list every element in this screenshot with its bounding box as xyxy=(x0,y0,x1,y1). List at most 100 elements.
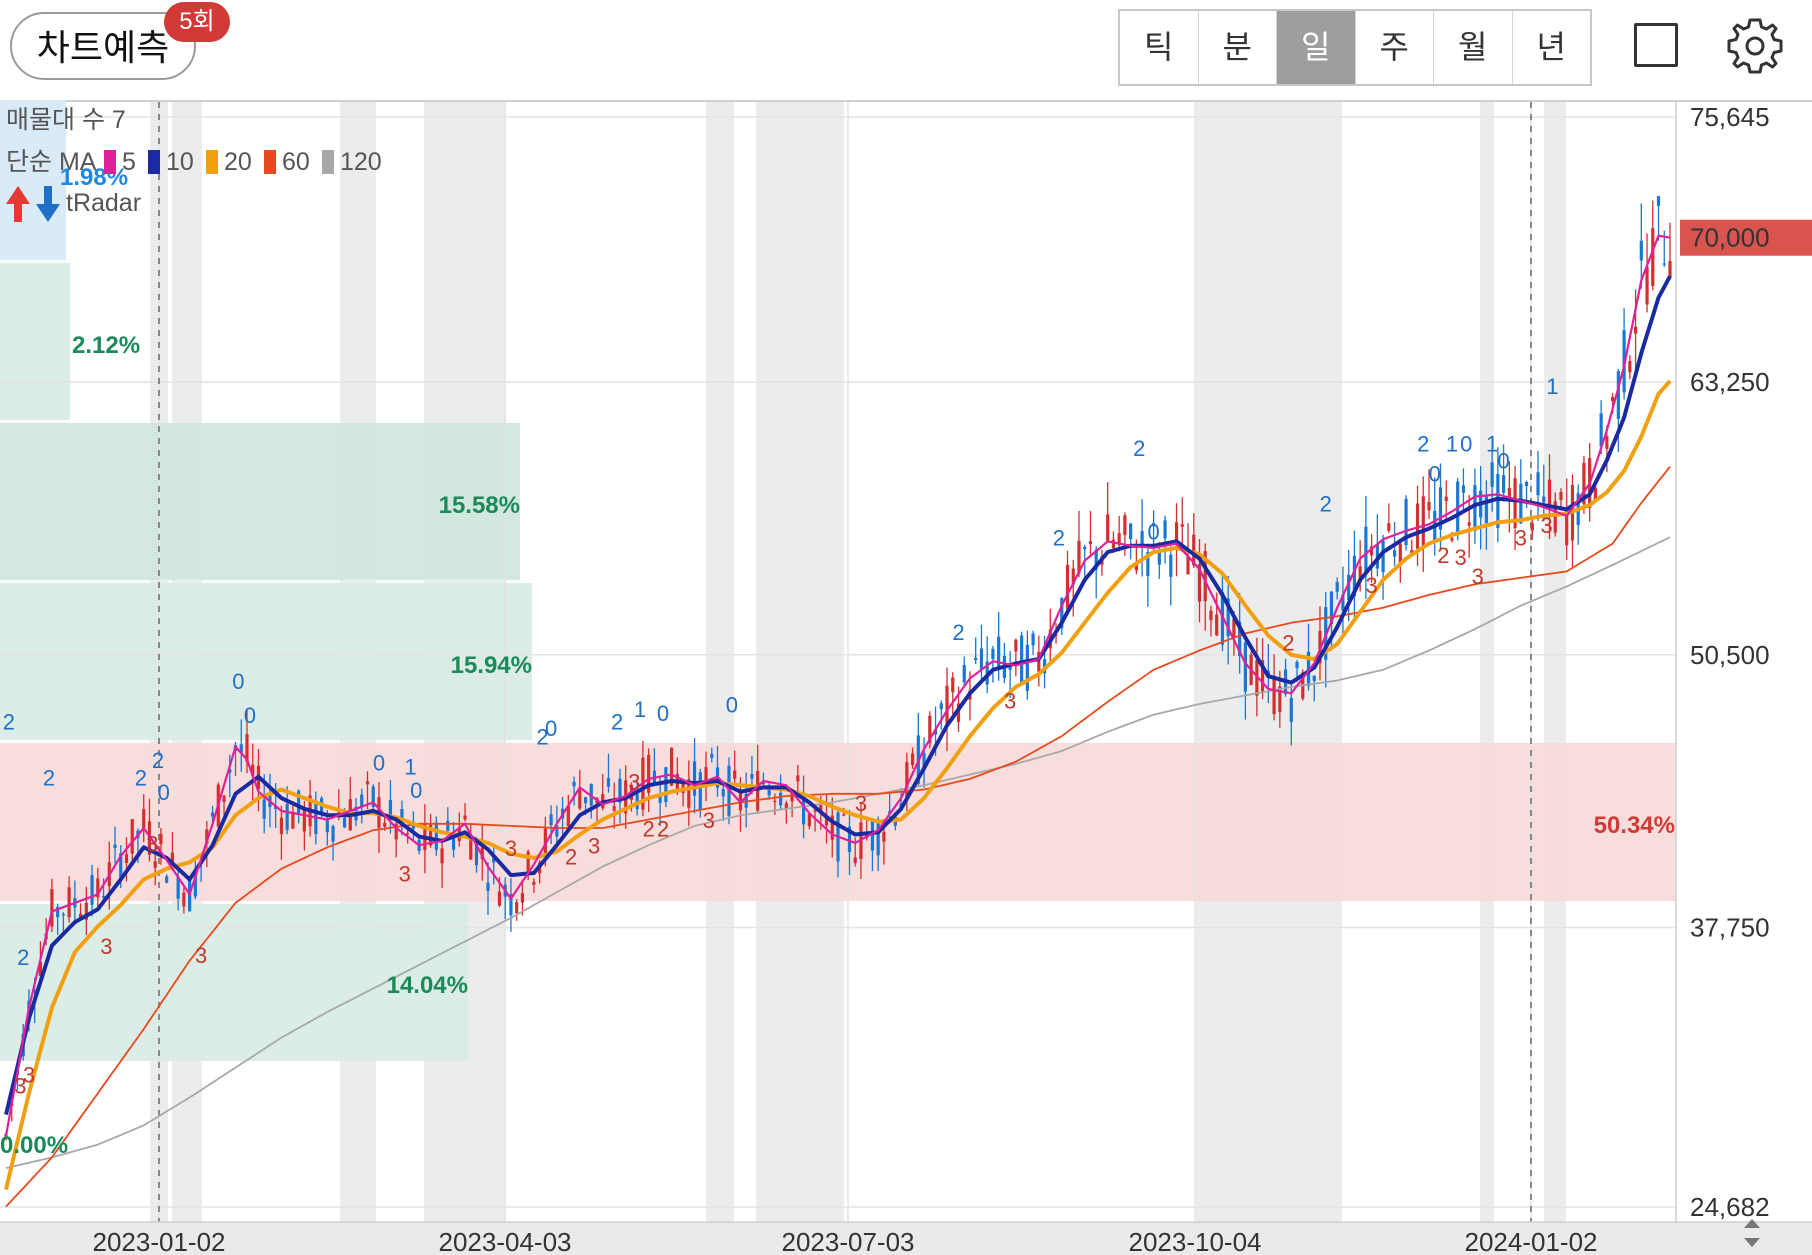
candle-body xyxy=(1599,413,1603,447)
predict-count-badge: 5회 xyxy=(164,2,230,42)
candle-body xyxy=(411,824,415,829)
wave-count-label: 2 xyxy=(1417,432,1429,457)
fullscreen-square-icon[interactable] xyxy=(1634,23,1678,67)
wave-count-label: 0 xyxy=(1429,462,1441,487)
candle-body xyxy=(1031,633,1035,646)
up-arrow-icon[interactable] xyxy=(6,186,30,222)
candle-body xyxy=(1192,534,1196,566)
candle-body xyxy=(1335,581,1339,592)
price-axis-label: 63,250 xyxy=(1690,367,1770,397)
candle-body xyxy=(1461,485,1466,493)
wave-count-label: 2 xyxy=(135,765,147,790)
candle-body xyxy=(429,824,433,846)
tab-minute[interactable]: 분 xyxy=(1199,11,1277,84)
wave-count-label: 2 xyxy=(17,945,29,970)
candle-body xyxy=(1639,240,1643,261)
candle-body xyxy=(1473,485,1477,531)
candle-body xyxy=(1547,479,1552,506)
candle-body xyxy=(905,762,909,801)
candle-body xyxy=(486,882,490,891)
candle-body xyxy=(360,794,364,808)
candle-body xyxy=(210,812,215,817)
candle-body xyxy=(113,844,117,848)
candle-body xyxy=(1542,496,1546,503)
candle-body xyxy=(1628,360,1632,373)
candle-body xyxy=(302,807,306,832)
wave-count-label: 0 xyxy=(1147,519,1159,544)
wave-count-label: 3 xyxy=(628,770,640,795)
candle-body xyxy=(939,703,943,710)
wave-count-label: 2 xyxy=(1437,543,1449,568)
shaded-band xyxy=(1480,102,1494,1222)
ma-legend-swatch xyxy=(264,150,276,174)
candle-body xyxy=(1553,501,1557,533)
candle-body xyxy=(1559,491,1563,501)
candle-body xyxy=(922,753,926,771)
shaded-band xyxy=(756,102,844,1222)
candle-body xyxy=(1295,661,1299,669)
tradar-label[interactable]: tRadar xyxy=(66,189,141,217)
tab-week[interactable]: 주 xyxy=(1356,11,1434,84)
wave-count-label: 2 xyxy=(536,725,548,750)
tab-tick[interactable]: 틱 xyxy=(1120,11,1199,84)
down-arrow-icon[interactable] xyxy=(36,186,60,222)
current-price-label: 70,000 xyxy=(1690,223,1770,253)
candle-body xyxy=(147,821,152,855)
candle-body xyxy=(1364,526,1368,574)
candle-body xyxy=(90,875,94,905)
candle-body xyxy=(979,648,984,670)
tab-month[interactable]: 월 xyxy=(1434,11,1513,84)
price-axis-label: 37,750 xyxy=(1690,913,1770,943)
tab-year[interactable]: 년 xyxy=(1536,29,1566,65)
candle-body xyxy=(124,854,129,864)
ma-legend-period: 5 xyxy=(122,148,136,176)
candle-body xyxy=(555,825,559,837)
volume-profile-bar xyxy=(0,904,468,1061)
wave-count-label: 0 xyxy=(1497,449,1509,474)
wave-count-label: 2 xyxy=(1320,492,1332,517)
candle-body xyxy=(245,734,249,762)
candle-body xyxy=(767,789,771,796)
candle-body xyxy=(1656,196,1661,206)
candle-body xyxy=(991,648,995,660)
candle-body xyxy=(1312,675,1316,682)
candle-body xyxy=(365,781,370,785)
candle-body xyxy=(56,907,60,918)
candle-body xyxy=(1519,483,1523,524)
scroll-down-icon[interactable] xyxy=(1744,1238,1760,1247)
candle-body xyxy=(1134,562,1138,571)
candle-body xyxy=(1392,550,1397,557)
scroll-up-icon[interactable] xyxy=(1744,1219,1760,1228)
date-axis-label: 2023-04-03 xyxy=(439,1227,572,1255)
candle-body xyxy=(1524,481,1529,487)
ma-legend-swatch xyxy=(322,150,334,174)
candle-body xyxy=(647,754,651,793)
wave-count-label: 0 xyxy=(1460,432,1472,457)
candle-body xyxy=(251,764,255,776)
candle-body xyxy=(159,833,163,845)
candle-body xyxy=(1633,326,1638,334)
candle-body xyxy=(1381,540,1385,573)
candle-body xyxy=(1008,665,1012,670)
candle-body xyxy=(1593,487,1598,501)
tab-day[interactable]: 일 xyxy=(1277,11,1356,84)
wave-count-label: 3 xyxy=(1472,564,1484,589)
candle-body xyxy=(1261,660,1265,692)
wave-count-label: 2 xyxy=(1053,526,1065,551)
wave-count-label: 3 xyxy=(1366,573,1378,598)
wave-count-label: 3 xyxy=(1454,545,1466,570)
candle-body xyxy=(342,817,347,828)
candle-body xyxy=(325,820,329,833)
candle-body xyxy=(451,834,456,850)
date-axis-label: 2023-10-04 xyxy=(1129,1227,1262,1255)
price-axis-label: 50,500 xyxy=(1690,640,1770,670)
candle-body xyxy=(1151,523,1156,527)
candle-body xyxy=(1232,618,1236,638)
candle-body xyxy=(38,962,43,977)
candle-body xyxy=(681,781,685,794)
candle-body xyxy=(847,826,852,852)
wave-count-label: 2 xyxy=(3,710,15,735)
wave-count-label: 3 xyxy=(703,808,715,833)
gear-icon[interactable] xyxy=(1725,16,1785,76)
